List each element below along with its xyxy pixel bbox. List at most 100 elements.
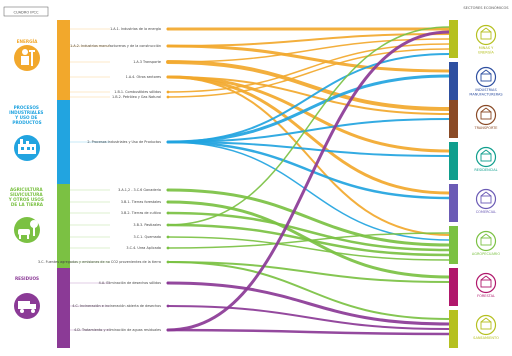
source-label: 4.D. Tratamiento y eliminación de aguas … — [74, 328, 161, 332]
category-bar-residuos — [57, 268, 70, 348]
sector-bar — [449, 226, 458, 264]
right-header-tag: SECTORES ECONÓMICOS — [463, 5, 509, 10]
flow-link — [167, 232, 450, 249]
source-node — [166, 246, 170, 250]
sector-bar — [449, 62, 458, 100]
sector-label: COMERCIAL — [476, 210, 497, 214]
flow-link — [167, 141, 450, 157]
sector-bar — [449, 142, 458, 180]
source-node — [166, 75, 170, 79]
flow-link — [167, 305, 450, 330]
energy-worker-icon — [14, 45, 40, 71]
source-node — [166, 200, 170, 204]
flow-link — [167, 76, 450, 115]
flow-link — [166, 281, 451, 326]
sector-label: TRANSPORTE — [473, 126, 497, 130]
sector-label: AGROPECUARIO — [472, 252, 500, 256]
category-label-energia: ENERGÍA — [17, 39, 38, 44]
flow-link — [166, 75, 451, 153]
flow-link — [167, 236, 450, 261]
flow-link — [167, 118, 450, 143]
source-node — [166, 90, 170, 94]
flow-link — [166, 75, 451, 195]
transport-icon — [475, 104, 497, 126]
category-bar-energia — [57, 20, 70, 100]
sector-label: INDUSTRIAS — [475, 88, 497, 92]
source-node — [166, 223, 170, 227]
source-label: 3.B.2. Tierras de cultivo — [121, 211, 161, 215]
manufacturing-icon — [475, 66, 497, 88]
sector-bar — [449, 20, 458, 58]
flow-link — [166, 188, 451, 247]
left-header-box — [3, 6, 49, 17]
source-label: 4.A. Eliminación de desechos sólidos — [99, 281, 162, 285]
source-label: 1.B.2. Petróleo y Gas Natural — [112, 95, 161, 99]
category-label-residuos: RESIDUOS — [15, 276, 39, 281]
flow-link — [167, 261, 450, 283]
flow-link — [166, 44, 451, 73]
flow-link — [166, 211, 451, 252]
flow-link — [167, 141, 450, 241]
sector-bars — [449, 20, 458, 348]
left-header-tag: CUADRO IPCC — [13, 11, 39, 15]
source-node — [166, 281, 170, 285]
source-label: 1.A.4. Otros sectores — [126, 75, 162, 79]
source-node — [166, 211, 170, 215]
building-icon — [475, 188, 497, 210]
source-node — [166, 235, 170, 239]
sector-label: MINAS Y — [479, 46, 494, 50]
sector-label: SANEAMIENTO — [473, 336, 499, 340]
category-bar-procesos — [57, 100, 70, 184]
flow-link — [166, 140, 451, 200]
flow-link — [166, 30, 451, 332]
source-label: 3.A.1,2 - 3.C.6 Ganadería — [118, 188, 161, 192]
source-node — [166, 27, 170, 31]
source-node — [166, 60, 170, 64]
source-node — [166, 260, 170, 264]
category-label-procesos: PROCESOS INDUSTRIALES Y USO DE PRODUCTOS — [9, 105, 45, 125]
farm-icon — [475, 230, 497, 252]
flow-link — [167, 261, 450, 320]
sector-bar — [449, 310, 458, 348]
source-label: 2. Procesos Industriales y Uso de Produc… — [87, 140, 161, 144]
source-node — [166, 188, 170, 192]
flow-links — [166, 26, 451, 336]
forest-icon — [475, 272, 497, 294]
source-node — [166, 304, 170, 308]
sector-label: ENERGÍA — [478, 49, 494, 54]
flow-link — [167, 48, 450, 98]
sector-label: FORESTAL — [477, 294, 495, 298]
sector-bar — [449, 100, 458, 138]
source-node — [166, 44, 170, 48]
sector-bar — [449, 268, 458, 306]
waste-truck-icon — [14, 293, 40, 319]
source-node — [166, 328, 170, 332]
flow-link — [167, 53, 450, 143]
mining-icon — [475, 24, 497, 46]
source-node — [166, 95, 170, 99]
source-label: 3.C.4. Urea Aplicada — [126, 246, 161, 250]
flow-link — [167, 26, 450, 226]
cow-tree-icon — [14, 217, 40, 243]
flow-link — [167, 76, 450, 236]
source-label: 3.B.3. Pastizales — [133, 223, 161, 227]
sanitation-icon — [475, 314, 497, 336]
flow-link — [166, 328, 451, 336]
flow-link — [166, 60, 451, 111]
sector-label: RESIDENCIAL — [474, 168, 497, 172]
factory-icon — [14, 135, 40, 161]
source-label: 1.B.1. Combustibles sólidos — [114, 90, 161, 94]
source-label: 4.C. Incineración e incineración abierta… — [72, 304, 161, 308]
flow-link — [167, 38, 450, 63]
source-node — [166, 140, 170, 144]
source-label: 1.A.3 Transporte — [133, 60, 161, 64]
sector-label: MANUFACTURERAS — [469, 92, 503, 96]
flow-link — [167, 33, 450, 47]
source-label: 1.A.1. Industrias de la energía — [110, 27, 161, 31]
source-label: 3.B.1. Tierras forestales — [121, 200, 161, 204]
source-labels: 1.A.1. Industrias de la energía 1.A.2. In… — [38, 27, 170, 332]
category-label-agricultura: AGRICULTURA SILVICULTURA Y OTROS USOS DE… — [8, 187, 46, 207]
